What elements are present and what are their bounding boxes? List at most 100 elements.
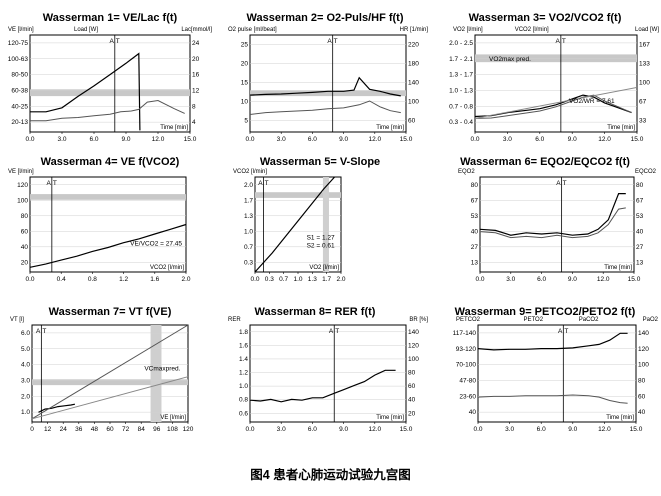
left-tick-label: 1.7 xyxy=(244,197,253,204)
x-tick-label: 9.0 xyxy=(339,426,348,433)
x-tick-label: 15.0 xyxy=(630,426,643,433)
x-tick-label: 12 xyxy=(44,426,52,433)
x-tick-label: 1.2 xyxy=(119,276,128,283)
panel-p9: Wasserman 9= PETCO2/PETO2 f(t)PETCO2 PETO… xyxy=(453,306,659,433)
right-tick-label: 100 xyxy=(639,80,650,87)
left-tick-label: 1.3 - 1.7 xyxy=(449,72,473,79)
series-line-eqco2 xyxy=(479,207,626,239)
left-tick-label: 53 xyxy=(471,213,479,220)
x-tick-label: 15.0 xyxy=(628,276,641,283)
at-marker-t: T xyxy=(53,180,57,187)
x-axis-label: VO2 [l/min] xyxy=(309,265,339,271)
x-tick-label: 3.0 xyxy=(505,426,514,433)
right-axis-label: Lac[mmol/l] xyxy=(181,27,212,33)
left-tick-label: 4.0 xyxy=(21,362,30,369)
right-tick-label: 60 xyxy=(638,393,646,400)
x-tick-label: 108 xyxy=(167,426,178,433)
reference-band xyxy=(475,54,637,63)
x-axis-label: VE [l/min] xyxy=(160,415,186,421)
x-tick-label: 0.3 xyxy=(265,276,274,283)
right-tick-label: 8 xyxy=(192,103,196,110)
figure-caption: 图4 患者心肺运动试验九宫图 xyxy=(250,468,411,482)
x-tick-label: 12.0 xyxy=(368,136,381,143)
panel-p7: Wasserman 7= VT f(VE) VT [l] 6.0 5.0 4.0 3.0 2… xyxy=(10,306,194,433)
right-tick-label: 140 xyxy=(408,80,419,87)
at-marker-a: A xyxy=(556,38,561,45)
left-tick-label: 1.3 xyxy=(244,213,253,220)
x-tick-label: 2.0 xyxy=(181,276,190,283)
left-tick-label: 1.0 xyxy=(244,228,253,235)
right-tick-label: 20 xyxy=(408,410,416,417)
right-axis-label: BR [%] xyxy=(409,317,428,323)
x-tick-label: 1.7 xyxy=(322,276,331,283)
x-tick-label: 12.0 xyxy=(152,136,165,143)
right-tick-label: 67 xyxy=(636,197,644,204)
left-axis-label: RER xyxy=(228,317,241,323)
right-axis-label: EQCO2 xyxy=(635,169,657,175)
left-tick-label: 1.4 xyxy=(239,356,248,363)
at-marker-a: A xyxy=(558,328,563,335)
mid2-axis-label: PaCO2 xyxy=(579,317,599,323)
left-tick-label: 1.0 - 1.3 xyxy=(449,87,473,94)
x-tick-label: 3.0 xyxy=(506,276,515,283)
x-tick-label: 0.4 xyxy=(57,276,66,283)
plot-frame xyxy=(477,324,637,423)
at-marker-a: A xyxy=(46,180,51,187)
x-tick-label: 0.0 xyxy=(245,136,254,143)
at-marker-a: A xyxy=(109,38,114,45)
right-tick-label: 100 xyxy=(408,356,419,363)
left-tick-label: 40 xyxy=(471,228,479,235)
series-line-hr xyxy=(249,76,401,97)
left-tick-label: 80-50 xyxy=(11,72,28,79)
panel-p3: Wasserman 3= VO2/VCO2 f(t) VO2 [l/min] VCO… xyxy=(449,12,659,143)
right-tick-label: 100 xyxy=(638,362,649,369)
x-axis-label: Time [min] xyxy=(607,125,635,131)
left-tick-label: 23-60 xyxy=(459,393,476,400)
left-tick-label: 0.8 xyxy=(239,397,248,404)
left-tick-label: 67 xyxy=(471,197,479,204)
left-tick-label: 2.0 xyxy=(244,182,253,189)
left-tick-label: 40 xyxy=(21,244,29,251)
left-tick-label: 1.6 xyxy=(239,342,248,349)
x-tick-label: 24 xyxy=(60,426,68,433)
x-tick-label: 12.0 xyxy=(598,136,611,143)
left-axis-label: PETCO2 xyxy=(456,317,481,323)
x-axis-label: Time [min] xyxy=(604,265,632,271)
x-tick-label: 3.0 xyxy=(277,426,286,433)
right-tick-label: 80 xyxy=(408,370,416,377)
at-marker-a: A xyxy=(258,180,263,187)
panel-title: Wasserman 1= VE/Lac f(t) xyxy=(43,12,178,24)
x-tick-label: 12.0 xyxy=(368,426,381,433)
x-tick-label: 60 xyxy=(106,426,114,433)
at-marker-t: T xyxy=(42,328,46,335)
annotation-label: VE/VCO2 = 27.45 xyxy=(130,240,182,247)
x-tick-label: 6.0 xyxy=(537,426,546,433)
left-tick-label: 1.0 xyxy=(21,409,30,416)
series-line-line2 xyxy=(31,376,189,420)
left-tick-label: 25 xyxy=(241,42,249,49)
left-tick-label: 1.8 xyxy=(239,329,248,336)
annotation-label: VO2max pred. xyxy=(489,56,531,63)
right-tick-label: 120 xyxy=(638,346,649,353)
left-tick-label: 1.7 - 2.1 xyxy=(449,56,473,63)
left-tick-label: 13 xyxy=(471,259,479,266)
series-line-petco2 xyxy=(477,394,628,404)
right-axis-label: Load [W] xyxy=(635,27,659,33)
left-tick-label: 2.0 xyxy=(21,393,30,400)
x-axis-label: Time [min] xyxy=(376,125,404,131)
x-tick-label: 1.0 xyxy=(293,276,302,283)
plot-frame xyxy=(249,34,407,133)
x-axis-label: Time [min] xyxy=(376,415,404,421)
panel-p1: Wasserman 1= VE/Lac f(t) VE [l/min] Load [… xyxy=(8,12,213,143)
panel-title: Wasserman 3= VO2/VCO2 f(t) xyxy=(469,12,622,24)
left-tick-label: 80 xyxy=(21,213,29,220)
at-marker-a: A xyxy=(36,328,41,335)
right-tick-label: 20 xyxy=(192,56,200,63)
right-tick-label: 16 xyxy=(192,72,200,79)
left-axis-label: VE [l/min] xyxy=(8,27,34,33)
reference-vband xyxy=(150,325,162,422)
x-tick-label: 2.0 xyxy=(336,276,345,283)
left-tick-label: 20-13 xyxy=(11,119,28,126)
series-line-eqo2 xyxy=(479,193,626,236)
right-tick-label: 167 xyxy=(639,42,650,49)
